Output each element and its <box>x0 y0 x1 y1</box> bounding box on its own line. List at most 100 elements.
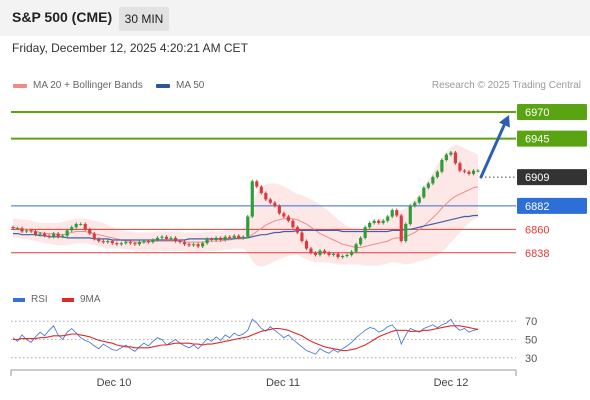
candle <box>201 243 205 247</box>
candle <box>277 205 281 214</box>
candle <box>368 222 372 228</box>
rsi-line <box>12 318 479 355</box>
copyright: Research © 2025 Trading Central <box>431 80 581 91</box>
candle <box>417 197 421 203</box>
candle <box>431 177 435 184</box>
candle <box>318 250 322 255</box>
candle <box>340 256 345 258</box>
candle <box>399 215 403 242</box>
candle <box>146 241 151 243</box>
candle <box>74 224 78 228</box>
candle <box>462 170 467 172</box>
legend-9ma: 9MA <box>62 294 101 305</box>
candle <box>286 216 290 221</box>
candle <box>20 228 24 232</box>
candle <box>241 236 245 238</box>
candle <box>295 227 299 233</box>
candle <box>214 237 218 240</box>
candle <box>142 241 146 243</box>
rsi-tick-30: 30 <box>525 353 537 365</box>
instrument-title: S&P 500 (CME) <box>12 9 113 25</box>
candle <box>449 152 453 155</box>
ma50-swatch <box>156 83 170 88</box>
candle <box>377 220 381 223</box>
candle <box>331 253 336 255</box>
candle <box>15 228 20 230</box>
candle <box>327 252 331 255</box>
ma20-swatch <box>13 83 27 88</box>
candle <box>246 216 250 237</box>
candle <box>178 241 182 243</box>
level-tag-6882 <box>517 197 587 214</box>
candle <box>101 241 105 243</box>
candle <box>155 237 160 240</box>
candle <box>38 233 42 235</box>
candle <box>11 227 15 229</box>
x-tick-label: Dec 11 <box>266 377 300 389</box>
candle <box>309 248 313 253</box>
candle <box>458 163 462 171</box>
level-tag-6970 <box>517 104 587 120</box>
candle <box>169 237 173 239</box>
candle <box>363 227 367 238</box>
candle <box>476 170 480 172</box>
candle <box>413 202 417 206</box>
legend-9ma-label: 9MA <box>80 294 101 305</box>
candle <box>422 187 426 198</box>
candle <box>372 220 376 223</box>
header-bar: S&P 500 (CME) 30 MIN <box>0 0 590 36</box>
candle <box>354 244 358 252</box>
candle <box>268 199 272 203</box>
candle <box>219 237 223 240</box>
target-arrow <box>479 119 508 179</box>
candle <box>467 171 471 174</box>
candle <box>151 240 155 243</box>
candle <box>250 181 254 217</box>
candle <box>440 160 444 172</box>
candle <box>228 236 232 238</box>
candle <box>304 241 309 249</box>
bollinger-band <box>13 145 478 267</box>
level-label-6909: 6909 <box>525 172 549 184</box>
rsi-tick-70: 70 <box>525 316 537 328</box>
candle <box>359 237 363 245</box>
timeframe-button[interactable]: 30 MIN <box>119 7 169 31</box>
legend-ma50: MA 50 <box>156 80 204 91</box>
candle <box>61 235 65 237</box>
candle <box>97 238 101 242</box>
candle <box>259 186 263 194</box>
level-tag-6909 <box>517 169 587 186</box>
candle <box>210 238 214 240</box>
candle <box>350 251 354 255</box>
candle <box>408 205 412 224</box>
legend-ma50-label: MA 50 <box>176 80 205 91</box>
rsi-tick-50: 50 <box>525 335 537 347</box>
x-tick-label: Dec 10 <box>97 377 132 389</box>
ma9-swatch <box>62 297 74 302</box>
level-label-6970: 6970 <box>525 107 549 119</box>
target-arrow-head <box>499 115 510 128</box>
candle <box>390 210 394 217</box>
candle <box>164 236 169 239</box>
candle <box>282 213 286 217</box>
candle <box>192 244 196 246</box>
candle <box>313 252 318 255</box>
legend-ma20: MA 20 + Bollinger Bands <box>13 80 143 91</box>
candle <box>381 220 385 223</box>
datetime-label: Friday, December 12, 2025 4:20:21 AM CET <box>12 41 248 55</box>
level-label-6860: 6860 <box>525 224 549 236</box>
candle <box>79 224 83 225</box>
candle <box>70 227 74 231</box>
candle <box>264 193 268 200</box>
candle <box>182 242 187 245</box>
candle <box>88 229 92 234</box>
legend-rsi: RSI <box>13 294 48 305</box>
candle <box>205 238 209 244</box>
candle <box>444 154 448 160</box>
rsi-swatch <box>13 297 25 302</box>
candle <box>232 235 236 238</box>
candle <box>124 242 128 244</box>
candle <box>56 233 60 237</box>
candle <box>110 241 114 244</box>
